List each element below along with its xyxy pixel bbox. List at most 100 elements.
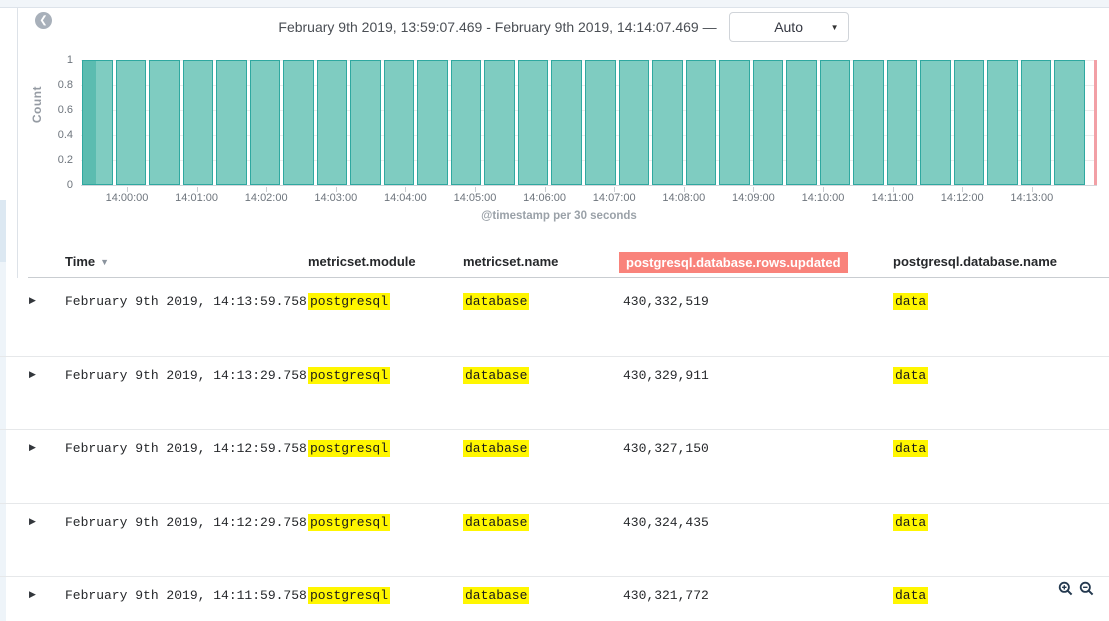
histogram-bar[interactable] [618,60,650,185]
histogram-bar[interactable] [216,60,247,185]
metricset-module-cell: postgresql [308,366,391,384]
table-row: ▶ February 9th 2019, 14:12:29.758 postgres… [0,504,1109,577]
histogram-bar[interactable] [652,60,683,185]
rows-updated-cell: 430,324,435 [623,514,709,530]
database-name-cell: data [893,440,929,457]
histogram-bar[interactable] [1054,60,1085,185]
histogram-bar[interactable] [517,60,549,185]
sort-desc-icon: ▼ [100,257,110,267]
table-row: ▶ February 9th 2019, 14:11:59.758 postgres… [0,577,1109,621]
x-tick-mark [683,187,685,192]
caret-right-icon[interactable]: ▶ [29,295,36,305]
x-tick-label: 14:12:00 [940,192,984,204]
x-tick-label: 14:04:00 [383,192,427,204]
y-tick-label: 0.4 [57,128,73,141]
metricset-name-cell: database [463,366,530,384]
histogram-bar[interactable] [115,60,147,185]
x-tick-label: 14:13:00 [1010,192,1054,204]
x-tick-label: 14:03:00 [314,192,358,204]
x-tick-label: 14:10:00 [801,192,845,204]
time-cell: February 9th 2019, 14:13:59.758 [65,294,307,309]
time-range-label: February 9th 2019, 13:59:07.469 - Februa… [278,19,717,35]
x-tick-label: 14:01:00 [175,192,219,204]
column-header-rows-updated[interactable]: postgresql.database.rows.updated [619,252,848,273]
caret-right-icon[interactable]: ▶ [29,368,36,379]
time-cell: February 9th 2019, 14:11:59.758 [65,588,307,603]
sidebar-rail-thumb[interactable] [0,200,6,262]
zoom-in-icon[interactable] [1058,581,1074,597]
histogram-bar[interactable] [249,60,281,185]
histogram-bar[interactable] [1020,60,1052,185]
metricset-module-cell: postgresql [308,513,391,531]
current-time-marker [1094,60,1097,185]
sidebar-collapsed-rail [0,200,6,621]
histogram-bar[interactable] [450,60,482,185]
histogram-bar[interactable] [182,60,214,185]
column-header-database-name[interactable]: postgresql.database.name [893,254,1057,269]
caret-down-icon: ▼ [830,23,839,32]
x-tick-mark [892,187,894,192]
table-row: ▶ February 9th 2019, 14:13:29.758 postgres… [0,357,1109,430]
histogram-bar[interactable] [283,60,314,185]
table-row: ▶ February 9th 2019, 14:13:59.758 postgres… [0,283,1109,357]
collapse-sidebar-button[interactable]: ❮ [35,12,52,29]
histogram-bar[interactable] [316,60,348,185]
histogram-bar[interactable] [484,60,515,185]
top-strip [0,0,1109,8]
interval-dropdown[interactable]: Auto ▼ [728,12,849,42]
caret-right-icon[interactable]: ▶ [29,442,36,452]
table-header: Time ▼ metricset.module metricset.name po… [28,250,1109,278]
column-header-time[interactable]: Time ▼ [65,254,110,269]
histogram-bar[interactable] [685,60,717,185]
zoom-controls [1058,581,1095,597]
histogram-bar[interactable] [551,60,582,185]
rows-updated-cell: 430,327,150 [623,441,709,456]
histogram-bar[interactable] [786,60,817,185]
column-header-metricset-name[interactable]: metricset.name [463,254,559,269]
x-axis: 14:00:00 14:01:00 14:02:00 14:03:00 14:04:00… [81,187,1097,205]
y-tick-label: 0.6 [57,103,73,116]
histogram-bar[interactable] [819,60,851,185]
database-name-cell: data [893,587,929,604]
x-tick-label: 14:07:00 [592,192,636,204]
x-tick-label: 14:05:00 [453,192,497,204]
histogram-bar[interactable] [584,60,616,185]
histogram-bar[interactable] [920,60,951,185]
caret-right-icon[interactable]: ▶ [29,589,36,599]
x-tick-mark [266,187,268,192]
time-cell: February 9th 2019, 14:12:59.758 [65,441,307,456]
x-tick-mark [475,187,476,192]
histogram-bar[interactable] [987,60,1018,185]
x-tick-label: 14:08:00 [662,192,706,204]
column-header-metricset-module[interactable]: metricset.module [308,254,416,269]
database-name-cell: data [893,513,929,531]
y-tick-label: 0.8 [57,78,73,91]
database-name-cell: data [893,293,929,310]
zoom-out-icon[interactable] [1079,581,1095,597]
x-tick-label: 14:06:00 [523,192,567,204]
time-cell: February 9th 2019, 14:13:29.758 [65,367,307,383]
histogram-bar[interactable] [752,60,784,185]
table-row: ▶ February 9th 2019, 14:12:59.758 postgres… [0,430,1109,504]
metricset-name-cell: database [463,440,530,457]
x-tick-label: 14:11:00 [871,192,914,204]
histogram-bar[interactable] [853,60,884,185]
bars [82,60,1085,185]
x-tick-mark [614,187,616,192]
histogram-bar[interactable] [383,60,415,185]
histogram-bar[interactable] [953,60,985,185]
plot-area[interactable] [81,60,1097,186]
chevron-left-icon: ❮ [39,14,48,26]
y-tick-label: 0.2 [57,153,73,166]
caret-right-icon[interactable]: ▶ [29,515,36,526]
histogram-bar[interactable] [149,60,180,185]
histogram-bar[interactable] [82,60,113,185]
histogram-bar[interactable] [886,60,918,185]
histogram-bar[interactable] [719,60,750,185]
interval-value: Auto [774,19,803,35]
histogram-bar[interactable] [417,60,448,185]
metricset-name-cell: database [463,293,530,310]
y-tick-label: 1 [66,53,73,66]
histogram-bar[interactable] [350,60,381,185]
